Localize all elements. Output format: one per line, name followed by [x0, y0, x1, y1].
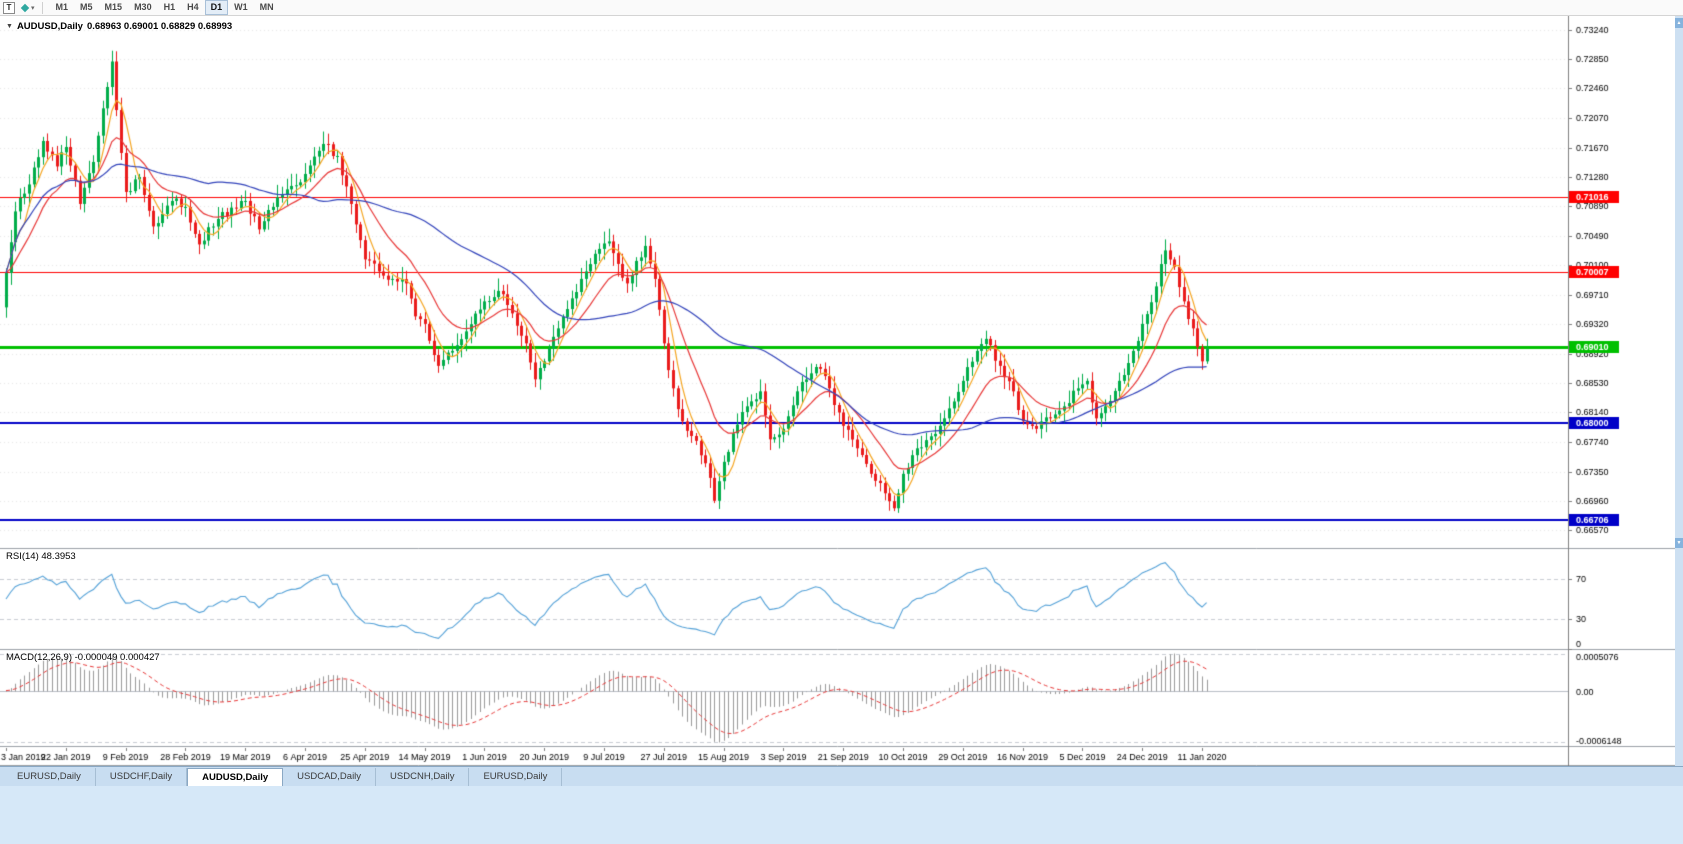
timeframe-button-m30[interactable]: M30 — [128, 0, 158, 15]
timeframe-button-m15[interactable]: M15 — [99, 0, 129, 15]
shapes-icon — [20, 3, 30, 12]
rsi-label-text: RSI(14) 48.3953 — [6, 551, 76, 562]
scroll-up-button[interactable]: ▲ — [1675, 18, 1683, 28]
timeframe-button-m1[interactable]: M1 — [50, 0, 75, 15]
timeframe-button-mn[interactable]: MN — [254, 0, 280, 15]
chart-tab-eurusd-2[interactable]: EURUSD,Daily — [469, 768, 563, 786]
chart-tab-usdcad[interactable]: USDCAD,Daily — [283, 768, 377, 786]
chart-tab-eurusd-1[interactable]: EURUSD,Daily — [3, 768, 96, 786]
chart-tab-audusd[interactable]: AUDUSD,Daily — [187, 768, 284, 786]
timeframe-button-d1[interactable]: D1 — [204, 0, 229, 15]
chart-symbol-title: ▼ AUDUSD,Daily 0.68963 0.69001 0.68829 0… — [6, 21, 232, 32]
top-toolbar: T ▾ M1 M5 M15 M30 H1 H4 D1 W1 MN — [0, 0, 1683, 16]
drawing-tools-button[interactable]: ▾ — [20, 3, 35, 12]
ohlc-values-label: 0.68963 0.69001 0.68829 0.68993 — [86, 21, 233, 32]
macd-label-text: MACD(12,26,9) -0.000049 0.000427 — [6, 652, 160, 663]
timeframe-button-h1[interactable]: H1 — [158, 0, 182, 15]
chart-tab-bar: EURUSD,Daily USDCHF,Daily AUDUSD,Daily U… — [0, 766, 1683, 786]
macd-indicator-label: MACD(12,26,9) -0.000049 0.000427 — [6, 652, 160, 663]
status-area — [0, 786, 1683, 844]
price-chart-canvas[interactable] — [0, 16, 1683, 766]
chart-tab-usdcnh[interactable]: USDCNH,Daily — [376, 768, 470, 786]
scroll-down-button[interactable]: ▼ — [1675, 538, 1683, 548]
rsi-indicator-label: RSI(14) 48.3953 — [6, 551, 76, 562]
timeframe-button-m5[interactable]: M5 — [74, 0, 99, 15]
chart-tab-usdchf[interactable]: USDCHF,Daily — [96, 768, 188, 786]
timeframe-button-w1[interactable]: W1 — [228, 0, 254, 15]
chart-type-button[interactable]: T — [3, 1, 15, 14]
symbol-period-label: AUDUSD,Daily — [16, 21, 83, 32]
chart-vertical-scrollbar[interactable]: ▲ ▼ — [1675, 16, 1683, 766]
toolbar-separator — [41, 1, 43, 14]
chart-context-arrow-icon[interactable]: ▼ — [6, 23, 13, 30]
timeframe-button-h4[interactable]: H4 — [181, 0, 205, 15]
chevron-down-icon: ▾ — [31, 4, 35, 12]
